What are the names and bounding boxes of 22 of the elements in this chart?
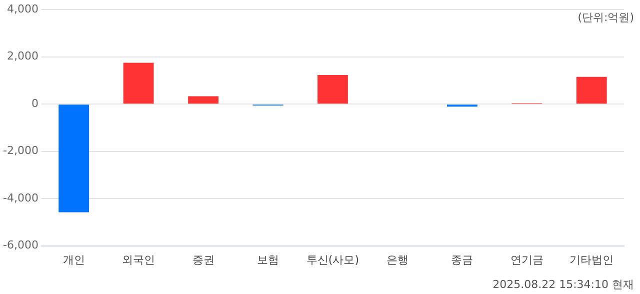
x-tick-label: 보험 bbox=[257, 253, 280, 266]
y-tick-label: 0 bbox=[31, 96, 38, 110]
x-tick-label: 외국인 bbox=[122, 253, 156, 266]
bar bbox=[576, 76, 607, 104]
bar bbox=[318, 75, 348, 104]
x-tick-label: 기타법인 bbox=[570, 253, 614, 266]
x-tick-label: 증권 bbox=[192, 253, 214, 266]
annotation: (단위:억원) bbox=[578, 10, 634, 25]
y-tick-label: -6,000 bbox=[2, 238, 38, 252]
text: 2025.08.22 15:34:10 현재 bbox=[492, 277, 634, 292]
x-tick-label: 은행 bbox=[386, 253, 408, 266]
y-tick-label: -2,000 bbox=[2, 144, 38, 158]
x-tick-label: 종금 bbox=[451, 253, 474, 266]
y-tick-label: 2,000 bbox=[6, 50, 38, 63]
y-tick-label: 4,000 bbox=[6, 2, 38, 16]
y-tick-label: -4,000 bbox=[2, 191, 38, 204]
bar bbox=[123, 62, 154, 104]
bar bbox=[188, 96, 218, 104]
x-tick-label: 개인 bbox=[62, 253, 85, 266]
x-tick-label: 연기금 bbox=[510, 253, 544, 266]
x-tick-label: 투신(사모) bbox=[306, 253, 360, 266]
bar bbox=[58, 104, 90, 212]
